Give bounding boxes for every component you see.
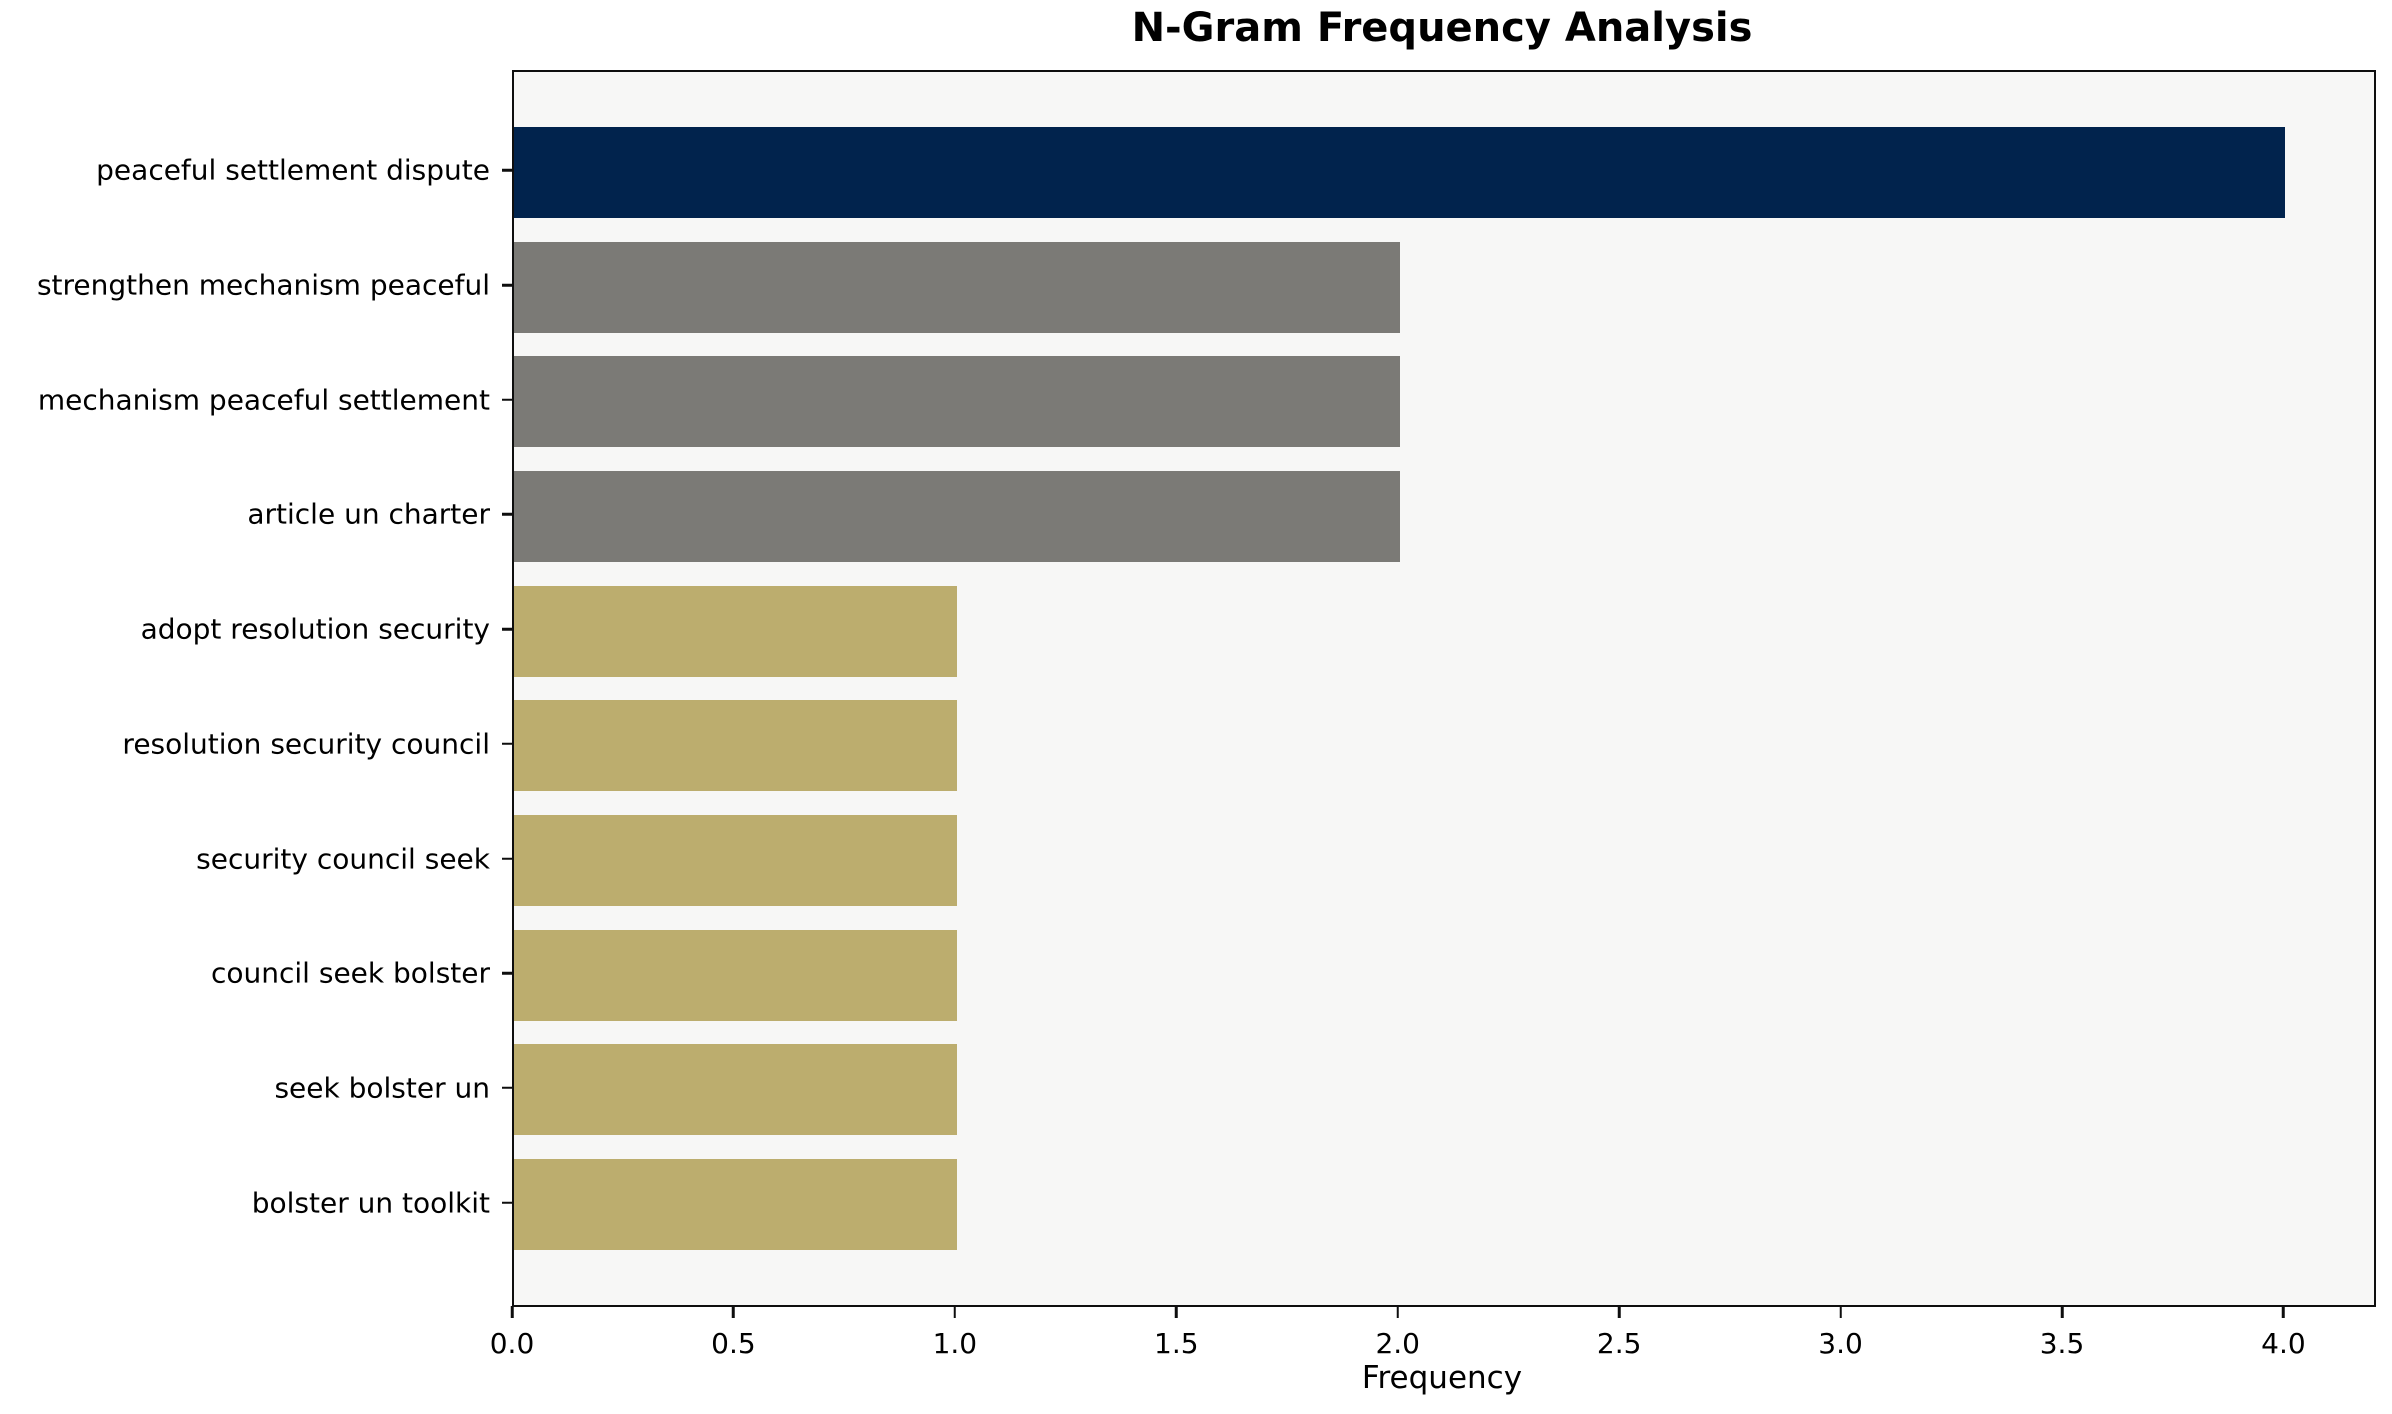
bar-resolution-security-council — [514, 700, 957, 792]
bar-adopt-resolution-security — [514, 585, 957, 677]
x-tick-label: 0.0 — [489, 1327, 535, 1360]
x-axis-label: Frequency — [1361, 1360, 1523, 1396]
bar-bolster-un-toolkit — [514, 1159, 957, 1251]
y-tick-label: council seek bolster — [210, 956, 490, 990]
x-tick-label: 3.5 — [2039, 1327, 2085, 1360]
x-tick-label: 2.0 — [1375, 1327, 1420, 1360]
y-tick-mark — [502, 972, 512, 975]
bar-article-un-charter — [514, 470, 1400, 562]
x-tick-mark — [510, 1306, 514, 1318]
x-tick-label: 1.5 — [1154, 1327, 1199, 1360]
y-tick-label: article un charter — [247, 497, 490, 531]
y-tick-label: mechanism peaceful settlement — [37, 383, 490, 417]
y-tick-label: security council seek — [196, 842, 490, 876]
x-tick-mark — [953, 1306, 957, 1318]
bar-seek-bolster-un — [514, 1044, 957, 1136]
y-tick-mark — [502, 857, 512, 860]
x-tick-mark — [732, 1306, 735, 1318]
y-tick-mark — [502, 513, 512, 516]
x-tick-mark — [2282, 1306, 2285, 1318]
x-tick-label: 0.5 — [711, 1327, 756, 1360]
x-tick-mark — [1175, 1306, 1178, 1318]
x-tick-label: 2.5 — [1596, 1327, 1642, 1360]
x-tick-mark — [1396, 1306, 1399, 1318]
bar-strengthen-mechanism-peaceful — [514, 241, 1400, 333]
x-tick-label: 1.0 — [932, 1327, 978, 1360]
y-tick-mark — [502, 1086, 512, 1090]
bar-peaceful-settlement-dispute — [514, 126, 2286, 218]
y-tick-mark — [502, 1201, 512, 1204]
y-tick-mark — [502, 398, 512, 401]
bar-security-council-seek — [514, 815, 957, 907]
x-tick-label: 4.0 — [2261, 1327, 2306, 1360]
x-tick-mark — [1839, 1306, 1842, 1318]
y-tick-label: peaceful settlement dispute — [96, 153, 490, 187]
bar-mechanism-peaceful-settlement — [514, 356, 1400, 448]
bar-council-seek-bolster — [514, 929, 957, 1021]
chart-title: N-Gram Frequency Analysis — [1131, 5, 1753, 51]
y-tick-label: bolster un toolkit — [251, 1186, 490, 1220]
x-tick-label: 3.0 — [1818, 1327, 1863, 1360]
y-tick-mark — [502, 169, 512, 172]
y-tick-label: seek bolster un — [274, 1071, 490, 1105]
y-tick-label: resolution security council — [122, 727, 490, 761]
x-tick-mark — [2060, 1306, 2064, 1318]
y-tick-mark — [502, 627, 512, 631]
y-tick-mark — [502, 283, 512, 287]
y-tick-mark — [502, 742, 512, 746]
y-tick-label: adopt resolution security — [140, 612, 490, 646]
plot-area — [512, 70, 2376, 1307]
y-tick-label: strengthen mechanism peaceful — [36, 268, 490, 302]
x-tick-mark — [1617, 1306, 1621, 1318]
